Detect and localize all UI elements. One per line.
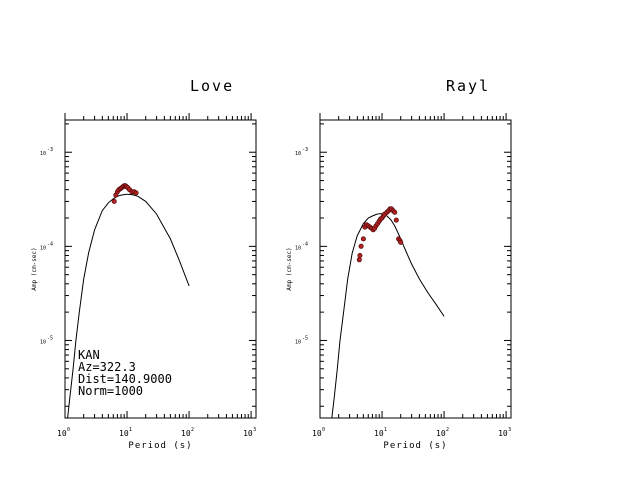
observed-point: [358, 243, 364, 249]
x-axis-label: Period (s): [128, 441, 192, 451]
y-axis-label: Amp (cm-sec): [286, 247, 293, 290]
x-tick-label-base: 10: [374, 429, 384, 438]
x-tick-label-base: 10: [436, 429, 446, 438]
y-tick-label-exp: -5: [302, 335, 308, 341]
observed-point: [398, 239, 404, 245]
x-tick-label-exp: 2: [446, 427, 449, 433]
x-tick-label-exp: 0: [67, 427, 70, 433]
y-tick-label: 10-3: [295, 147, 308, 157]
y-tick-label-base: 10: [295, 151, 301, 157]
y-tick-label: 10-5: [40, 335, 53, 345]
x-tick-label-base: 10: [119, 429, 129, 438]
observed-point: [357, 253, 363, 259]
observed-point: [356, 257, 362, 263]
station-name: KAN: [78, 348, 100, 362]
observed-point: [111, 198, 117, 204]
x-tick-label-exp: 2: [191, 427, 194, 433]
x-tick-label: 10 3: [243, 427, 256, 438]
y-tick-label: 10-5: [295, 335, 308, 345]
x-tick-label-exp: 0: [322, 427, 325, 433]
y-tick-label-exp: -3: [302, 147, 308, 153]
y-tick-label-base: 10: [295, 339, 301, 345]
chart-title: Rayl: [446, 77, 490, 95]
plot-frame: [64, 119, 257, 419]
x-tick-label: 10 3: [498, 427, 511, 438]
x-tick-label: 10 1: [119, 427, 132, 438]
x-tick-label: 10 2: [436, 427, 449, 438]
plot-frame: [319, 119, 512, 419]
y-tick-label-base: 10: [40, 245, 46, 251]
y-axis-label: Amp (cm-sec): [31, 247, 38, 290]
chart-title: Love: [190, 77, 234, 95]
x-tick-label: 10 0: [57, 427, 70, 438]
station-distance: Dist=140.9000: [78, 372, 172, 386]
station-norm: Norm=1000: [78, 384, 143, 398]
station-info: KAN Az=322.3 Dist=140.9000 Norm=1000: [78, 348, 172, 398]
y-tick-label: 10-4: [40, 241, 53, 251]
x-tick-label: 10 2: [181, 427, 194, 438]
x-tick-label: 10 1: [374, 427, 387, 438]
x-tick-label-exp: 1: [129, 427, 132, 433]
y-tick-label-exp: -3: [47, 147, 53, 153]
x-tick-label-exp: 1: [384, 427, 387, 433]
y-tick-label-exp: -5: [47, 335, 53, 341]
y-tick-label: 10-3: [40, 147, 53, 157]
y-tick-label-base: 10: [40, 151, 46, 157]
observed-point: [392, 209, 398, 215]
x-tick-label-exp: 3: [508, 427, 511, 433]
y-tick-label-base: 10: [295, 245, 301, 251]
y-tick-label: 10-4: [295, 241, 308, 251]
observed-point: [133, 190, 139, 196]
x-tick-label-base: 10: [57, 429, 67, 438]
model-curve: [331, 213, 445, 419]
observed-point: [393, 217, 399, 223]
y-tick-label-exp: -4: [302, 241, 308, 247]
observed-point: [360, 236, 366, 242]
x-tick-label-base: 10: [243, 429, 253, 438]
x-axis-label: Period (s): [383, 441, 447, 451]
x-tick-label-base: 10: [181, 429, 191, 438]
x-tick-label-base: 10: [498, 429, 508, 438]
x-tick-label-exp: 3: [253, 427, 256, 433]
y-tick-label-exp: -4: [47, 241, 53, 247]
x-tick-label: 10 0: [312, 427, 325, 438]
y-tick-label-base: 10: [40, 339, 46, 345]
x-tick-label-base: 10: [312, 429, 322, 438]
station-azimuth: Az=322.3: [78, 360, 136, 374]
